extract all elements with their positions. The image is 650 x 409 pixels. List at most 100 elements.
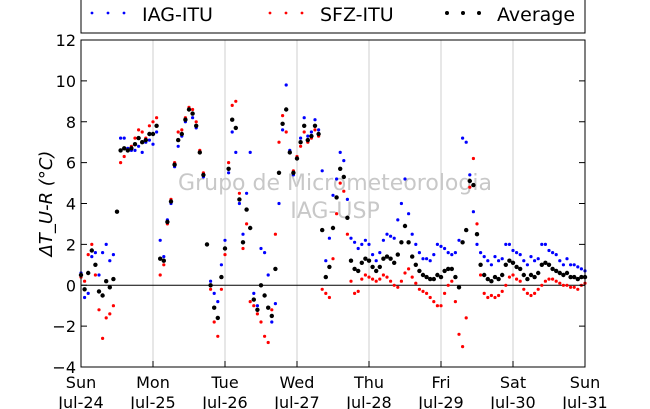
point-average bbox=[269, 313, 274, 319]
point-sfz-itu bbox=[353, 291, 357, 295]
point-iag-itu bbox=[461, 136, 465, 140]
x-tick-label-day: Sun bbox=[66, 373, 96, 392]
point-iag-itu bbox=[565, 257, 569, 261]
point-sfz-itu bbox=[486, 295, 490, 300]
x-tick-label-date: Jul-25 bbox=[129, 393, 175, 409]
point-sfz-itu bbox=[396, 285, 400, 289]
x-tick-label-day: Fri bbox=[431, 373, 450, 392]
point-average bbox=[370, 264, 375, 270]
point-iag-itu bbox=[176, 144, 180, 148]
point-iag-itu bbox=[507, 242, 511, 246]
point-iag-itu bbox=[486, 259, 490, 263]
legend-marker-sfz-itu bbox=[300, 11, 304, 15]
point-iag-itu bbox=[428, 259, 432, 263]
legend-marker-sfz-itu bbox=[284, 11, 288, 15]
point-sfz-itu bbox=[223, 253, 227, 257]
point-average bbox=[561, 272, 566, 278]
x-tick-label-date: Jul-31 bbox=[561, 393, 607, 409]
point-average bbox=[219, 274, 224, 280]
point-sfz-itu bbox=[86, 253, 90, 257]
point-iag-itu bbox=[443, 246, 447, 251]
point-average bbox=[179, 131, 184, 137]
point-iag-itu bbox=[392, 236, 396, 240]
point-sfz-itu bbox=[252, 304, 256, 308]
point-iag-itu bbox=[407, 212, 411, 216]
point-iag-itu bbox=[374, 259, 378, 263]
point-sfz-itu bbox=[104, 316, 108, 320]
point-iag-itu bbox=[518, 253, 522, 257]
point-iag-itu bbox=[457, 238, 461, 242]
point-sfz-itu bbox=[475, 222, 479, 226]
point-average bbox=[550, 266, 555, 272]
grid bbox=[152, 40, 514, 367]
x-tick-label-date: Jul-29 bbox=[417, 393, 463, 409]
point-sfz-itu bbox=[158, 273, 162, 277]
point-average bbox=[161, 258, 166, 263]
point-average bbox=[575, 276, 580, 282]
point-sfz-itu bbox=[191, 107, 195, 112]
y-tick-label: 8 bbox=[66, 113, 76, 132]
point-iag-itu bbox=[414, 242, 418, 246]
point-sfz-itu bbox=[241, 246, 245, 251]
point-sfz-itu bbox=[284, 130, 288, 134]
x-tick-label-date: Jul-27 bbox=[273, 393, 319, 409]
point-average bbox=[248, 225, 253, 231]
point-iag-itu bbox=[86, 291, 90, 295]
point-iag-itu bbox=[421, 257, 425, 261]
point-sfz-itu bbox=[446, 283, 450, 287]
point-sfz-itu bbox=[237, 191, 241, 195]
x-tick-label-date: Jul-30 bbox=[489, 393, 535, 409]
point-average bbox=[449, 266, 454, 272]
point-average bbox=[348, 258, 354, 263]
point-average bbox=[492, 274, 498, 280]
point-iag-itu bbox=[417, 251, 421, 255]
point-average bbox=[266, 305, 271, 310]
point-iag-itu bbox=[569, 263, 573, 267]
point-average bbox=[410, 254, 415, 259]
point-average bbox=[136, 135, 141, 141]
point-average bbox=[510, 260, 516, 265]
point-average bbox=[402, 223, 408, 229]
point-average bbox=[201, 172, 206, 178]
point-sfz-itu bbox=[518, 279, 522, 283]
point-iag-itu bbox=[230, 130, 234, 134]
point-iag-itu bbox=[367, 242, 371, 246]
point-average bbox=[93, 262, 98, 267]
point-sfz-itu bbox=[273, 232, 277, 236]
point-iag-itu bbox=[342, 159, 346, 163]
point-average bbox=[168, 199, 174, 204]
point-average bbox=[352, 266, 357, 272]
point-sfz-itu bbox=[479, 273, 483, 277]
point-average bbox=[129, 146, 134, 151]
point-iag-itu bbox=[353, 240, 357, 244]
point-average bbox=[456, 285, 462, 290]
point-iag-itu bbox=[475, 242, 479, 246]
point-sfz-itu bbox=[219, 287, 223, 291]
point-average bbox=[514, 264, 519, 270]
point-iag-itu bbox=[432, 253, 436, 257]
point-iag-itu bbox=[403, 177, 407, 181]
point-iag-itu bbox=[241, 232, 245, 236]
point-average bbox=[312, 123, 318, 128]
point-iag-itu bbox=[479, 251, 483, 255]
point-sfz-itu bbox=[212, 320, 216, 324]
x-tick-label-day: Thu bbox=[353, 373, 384, 392]
point-average bbox=[183, 117, 188, 122]
point-iag-itu bbox=[227, 171, 231, 175]
point-average bbox=[320, 227, 325, 233]
point-sfz-itu bbox=[248, 300, 252, 304]
point-sfz-itu bbox=[461, 345, 465, 349]
point-sfz-itu bbox=[338, 181, 342, 185]
point-average bbox=[366, 258, 372, 263]
point-average bbox=[431, 276, 436, 282]
point-average bbox=[446, 266, 451, 272]
point-sfz-itu bbox=[281, 114, 285, 118]
point-average bbox=[186, 107, 192, 112]
point-sfz-itu bbox=[453, 300, 457, 304]
point-iag-itu bbox=[162, 255, 166, 259]
point-average bbox=[86, 270, 91, 276]
legend-item-average: Average bbox=[445, 4, 575, 26]
point-iag-itu bbox=[281, 128, 285, 132]
point-average bbox=[118, 148, 123, 153]
point-average bbox=[255, 307, 260, 312]
